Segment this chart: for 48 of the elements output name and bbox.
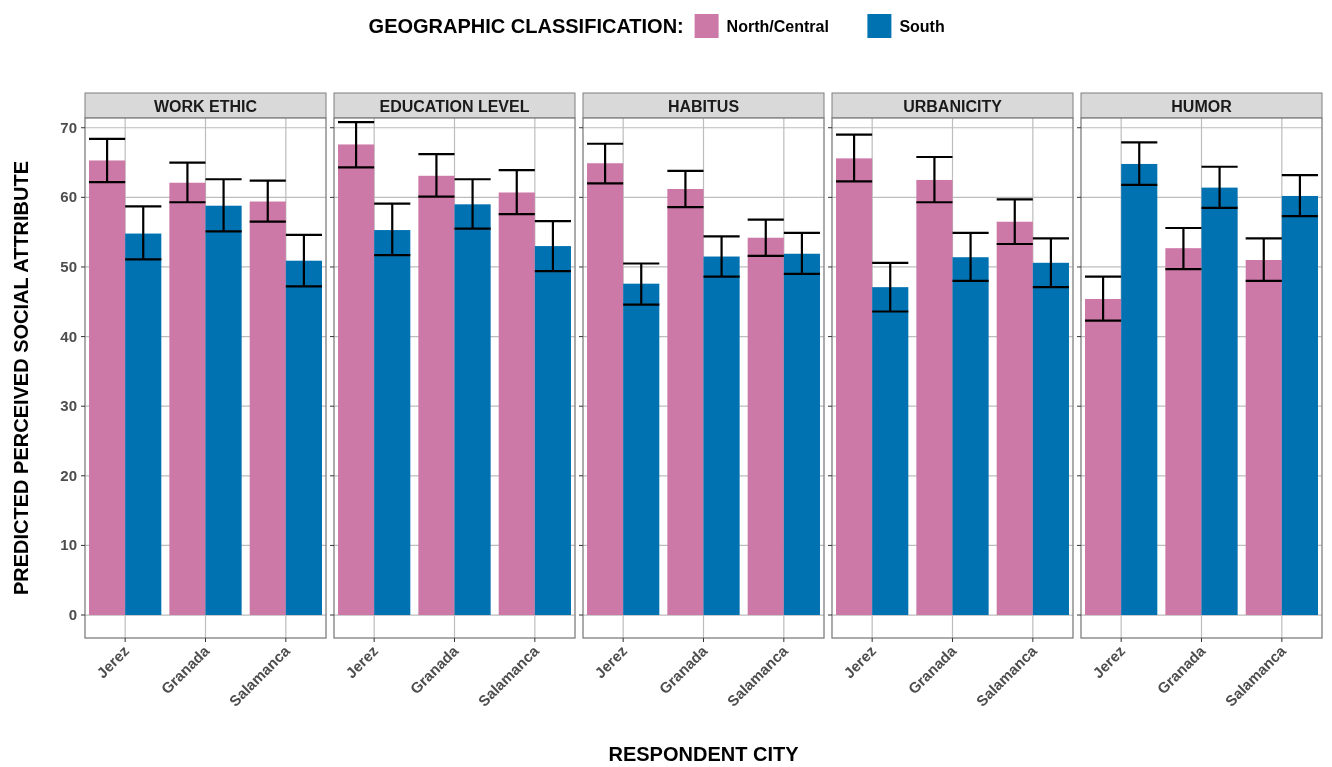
- legend-label: North/Central: [726, 18, 829, 35]
- chart-title: URBANICITY: [903, 97, 1003, 115]
- bar: [916, 179, 953, 616]
- bar: [534, 246, 571, 616]
- y-tick-label: 60: [60, 188, 77, 206]
- y-tick-label: 30: [60, 397, 77, 415]
- bar: [703, 256, 740, 616]
- y-tick-label: 50: [60, 257, 77, 275]
- bar: [498, 192, 535, 616]
- bar: [169, 182, 206, 616]
- bar: [249, 201, 286, 616]
- chart-title: WORK ETHIC: [153, 97, 258, 115]
- bar: [338, 144, 375, 616]
- bar: [623, 283, 660, 616]
- bar: [1245, 260, 1282, 616]
- bar: [125, 233, 162, 616]
- bar: [1281, 195, 1318, 616]
- bar: [89, 160, 126, 616]
- bar: [1085, 298, 1122, 616]
- bar: [667, 189, 704, 616]
- bar: [454, 204, 491, 616]
- chart-title: HUMOR: [1171, 97, 1233, 115]
- bar: [1201, 187, 1238, 616]
- y-tick-label: 20: [60, 466, 77, 484]
- legend-title: GEOGRAPHIC CLASSIFICATION:: [368, 15, 684, 37]
- bar: [1032, 262, 1069, 616]
- bar: [285, 260, 322, 616]
- bar: [996, 221, 1033, 616]
- legend-label: South: [899, 18, 945, 35]
- bar: [205, 205, 242, 616]
- bar: [1165, 248, 1202, 616]
- bar: [747, 237, 784, 616]
- y-tick-label: 40: [60, 327, 77, 345]
- chart-title: HABITUS: [667, 97, 740, 115]
- chart-title: EDUCATION LEVEL: [379, 97, 530, 115]
- x-axis-title: RESPONDENT CITY: [608, 743, 800, 765]
- bar: [1121, 163, 1158, 616]
- y-axis-title: PREDICTED PERCEIVED SOCIAL ATTRIBUTE: [10, 160, 32, 596]
- y-tick-label: 0: [68, 606, 77, 624]
- bar: [587, 163, 624, 616]
- y-tick-label: 10: [60, 536, 77, 554]
- bar: [952, 257, 989, 616]
- y-tick-label: 70: [60, 118, 77, 136]
- bar: [374, 230, 411, 616]
- bar: [418, 175, 455, 616]
- bar: [783, 253, 820, 616]
- bar: [872, 287, 909, 616]
- bar: [836, 158, 873, 616]
